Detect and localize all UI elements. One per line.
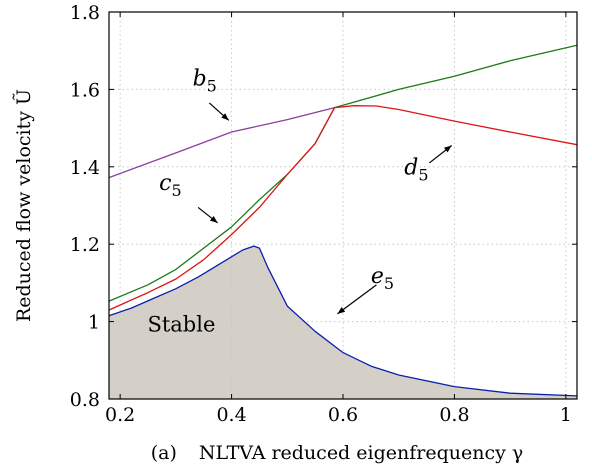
annotation-b5-arrowhead: [221, 113, 229, 121]
annotation-c5-arrowhead: [209, 215, 218, 223]
ticks: 0.2 0.4 0.6 0.8 1 0.8 1 1.2 1.4 1.6 1.8: [70, 2, 577, 426]
curves: [108, 44, 578, 397]
annotation-b5-label: b5: [193, 67, 217, 96]
annotation-c5-label: c5: [159, 171, 182, 200]
annotation-d5-arrowhead: [443, 145, 452, 153]
y-tick-label: 1.6: [70, 79, 100, 101]
x-tick-label: 1: [560, 404, 572, 426]
y-tick-label: 0.8: [70, 389, 100, 411]
x-tick-label: 0.8: [439, 404, 469, 426]
annotation-d5: d5: [404, 145, 453, 185]
x-axis-label-text: NLTVA reduced eigenfrequency γ: [199, 442, 523, 464]
stable-region-layer: [109, 246, 577, 399]
series-d5-line: [108, 105, 578, 311]
annotation-e5-arrow: [337, 284, 377, 315]
y-tick-label: 1.8: [70, 2, 100, 24]
stable-region-label: Stable: [147, 312, 215, 336]
x-tick-label: 0.2: [105, 404, 135, 426]
annotation-d5-label: d5: [404, 156, 428, 185]
annotation-e5-arrowhead: [337, 307, 346, 314]
series-green-line: [334, 44, 578, 109]
x-tick-label: 0.4: [216, 404, 246, 426]
figure-panel-tag: (a): [151, 442, 177, 464]
annotation-b5: b5: [193, 67, 230, 121]
y-tick-label: 1.4: [70, 157, 100, 179]
annotation-e5-label: e5: [371, 264, 394, 293]
y-tick-label: 1.2: [70, 234, 100, 256]
y-axis-label: Reduced flow velocity Ũ: [12, 89, 35, 322]
series-e5-line: [108, 245, 578, 397]
x-axis-label: (a) NLTVA reduced eigenfrequency γ: [151, 442, 524, 464]
annotation-e5: e5: [337, 264, 394, 315]
series-b5-line: [108, 106, 335, 179]
stable-region: [109, 246, 577, 399]
x-tick-label: 0.6: [328, 404, 358, 426]
annotations: b5 c5 d5 e5: [159, 67, 453, 315]
annotation-c5: c5: [159, 171, 219, 224]
y-tick-label: 1: [88, 312, 100, 334]
